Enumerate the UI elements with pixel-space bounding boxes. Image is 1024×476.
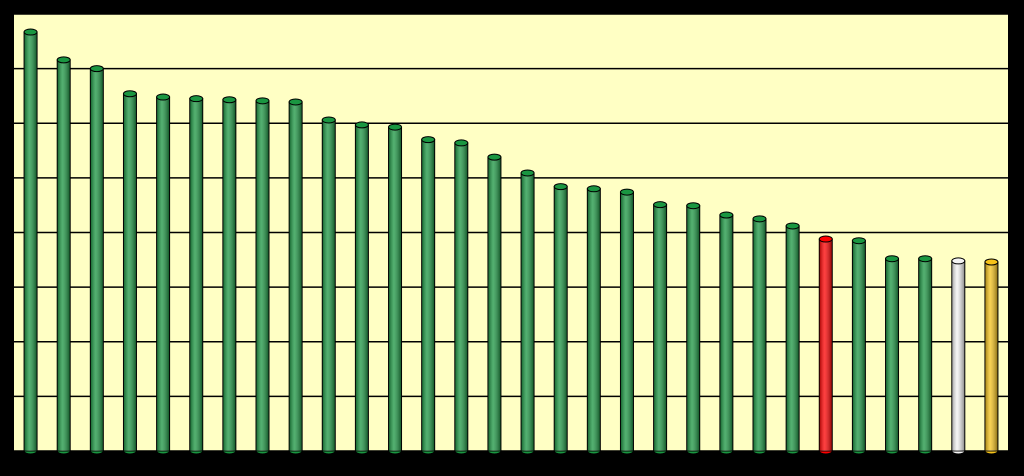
bar-shade: [885, 258, 899, 451]
bar-shade: [289, 101, 303, 451]
bar-top: [354, 121, 369, 129]
bar-top: [189, 95, 204, 103]
bar-top: [984, 258, 999, 266]
bar-top: [818, 235, 833, 243]
bar-shade: [786, 225, 800, 451]
bar-shade: [322, 119, 336, 451]
bar-top: [586, 185, 601, 193]
bar-top: [520, 169, 535, 177]
bar-top: [553, 183, 568, 191]
bar-top: [288, 98, 303, 106]
bar-shade: [57, 59, 71, 451]
bar-shade: [587, 188, 601, 452]
bar-shade: [189, 98, 203, 451]
bar-top: [686, 202, 701, 210]
bar-top: [785, 222, 800, 230]
bar-shade: [753, 218, 766, 451]
bar-top: [851, 237, 866, 245]
bar-top: [321, 116, 336, 124]
bar-top: [619, 188, 634, 196]
bar-shade: [554, 186, 568, 452]
bar-shade: [686, 205, 700, 451]
bar-shade: [256, 100, 269, 451]
bar-shade: [156, 97, 170, 451]
bar-top: [752, 215, 767, 223]
bar-shade: [487, 157, 501, 451]
bar-shade: [719, 215, 733, 451]
bar-top: [222, 96, 237, 104]
bar-shade: [620, 192, 634, 451]
bar-top: [487, 153, 502, 161]
bar-top: [454, 139, 469, 147]
bar-top: [918, 255, 933, 263]
bar-shade: [355, 124, 369, 452]
bar-top: [885, 255, 900, 263]
bar-shade: [951, 260, 965, 451]
bar-shade: [222, 99, 236, 451]
bar-shade: [521, 172, 535, 452]
bar-top: [653, 201, 668, 209]
bar-top: [89, 65, 104, 73]
bar-top: [388, 123, 403, 131]
bar-shade: [918, 258, 932, 451]
bar-shade: [653, 204, 667, 451]
bar-top: [255, 97, 270, 105]
bar-top: [951, 257, 966, 265]
bar-shade: [819, 239, 833, 451]
bar-shade: [388, 127, 402, 451]
bar-shade: [90, 68, 104, 451]
bar-top: [23, 28, 38, 36]
bar-top: [719, 211, 734, 219]
bar-shade: [454, 142, 468, 452]
bar-shade: [852, 240, 866, 451]
bar-shade: [421, 139, 435, 451]
bar-shade: [984, 261, 998, 451]
floor: [14, 451, 1008, 458]
bar-top: [421, 136, 436, 144]
bar-top: [122, 90, 137, 98]
bar-top: [156, 93, 171, 101]
bar-shade: [24, 32, 38, 452]
bar-top: [56, 56, 71, 64]
bar-shade: [123, 93, 137, 451]
